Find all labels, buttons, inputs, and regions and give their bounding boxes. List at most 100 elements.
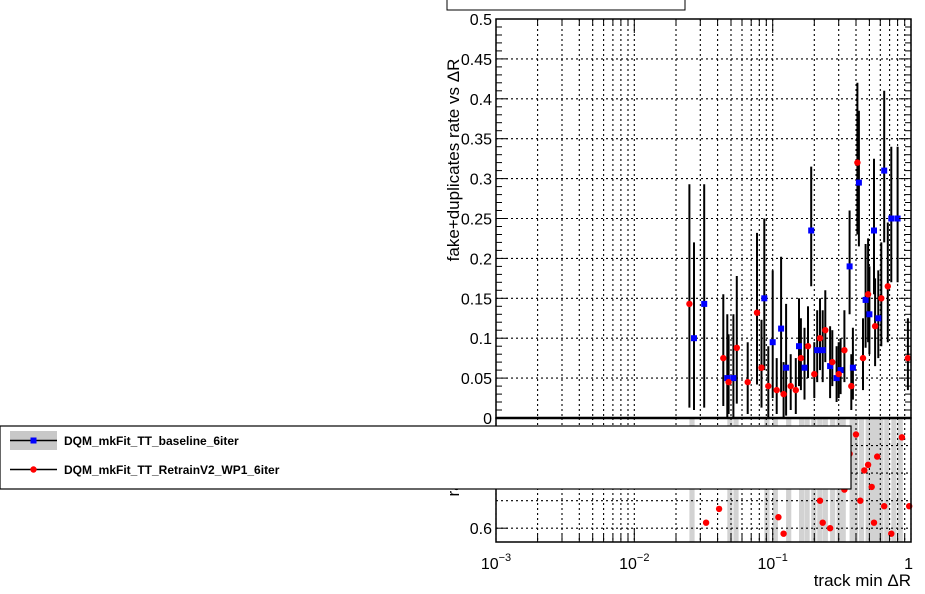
data-point-retrain	[753, 309, 761, 316]
y-tick-label: 0	[483, 411, 492, 428]
data-point-baseline	[819, 347, 826, 354]
data-point-retrain	[904, 354, 912, 362]
data-point-baseline	[875, 315, 882, 322]
title-box	[446, 0, 686, 11]
ratio-point	[715, 505, 723, 513]
data-point-retrain	[859, 354, 867, 362]
error-bars	[688, 82, 909, 418]
data-point-baseline	[691, 335, 697, 342]
ratio-band	[865, 418, 871, 542]
data-point-baseline	[833, 375, 840, 382]
data-point-retrain	[725, 378, 732, 386]
data-point-baseline	[701, 300, 708, 307]
data-point-retrain	[744, 378, 751, 386]
data-point-retrain	[720, 354, 727, 362]
data-point-retrain	[816, 335, 824, 342]
data-point-baseline	[888, 215, 895, 222]
data-point-baseline	[855, 179, 862, 186]
legend-entry-retrain: DQM_mkFit_TT_RetrainV2_WP1_6iter	[10, 463, 280, 477]
ratio-band	[884, 418, 890, 542]
data-point-retrain	[758, 364, 765, 371]
data-point-baseline	[724, 375, 731, 382]
data-point-retrain	[780, 390, 787, 398]
ratio-point	[864, 461, 872, 468]
data-point-baseline	[827, 363, 834, 370]
ratio-point	[888, 530, 895, 537]
data-point-retrain	[829, 358, 836, 366]
legend-box	[0, 425, 852, 490]
data-point-retrain	[804, 343, 812, 350]
data-point-retrain	[773, 386, 780, 394]
data-point-baseline	[846, 263, 853, 270]
data-point-baseline	[778, 325, 785, 332]
y-tick-label: 0.4	[470, 92, 492, 109]
ratio-band	[849, 418, 855, 542]
data-point-baseline	[866, 311, 873, 318]
y-tick-label: 0.5	[470, 12, 492, 29]
data-point-baseline	[862, 296, 869, 303]
data-point-retrain	[686, 300, 693, 308]
y-tick-label: 0.1	[470, 331, 492, 348]
data-point-retrain	[878, 295, 885, 302]
y-axis-title: fake+duplicates rate vs ΔR	[444, 59, 463, 262]
data-point-baseline	[849, 364, 856, 371]
x-axis-title: track min ΔR	[814, 571, 911, 590]
data-point-baseline	[881, 167, 888, 174]
ratio-point	[826, 525, 834, 532]
y-tick-label: 0.15	[461, 291, 492, 308]
data-point-baseline	[871, 227, 877, 234]
ratio-point	[819, 519, 826, 526]
data-point-baseline	[769, 339, 776, 346]
legend-label-retrain: DQM_mkFit_TT_RetrainV2_WP1_6iter	[64, 463, 280, 477]
ratio-point	[868, 483, 875, 491]
ratio-point	[852, 431, 860, 438]
ratio-point	[898, 434, 906, 441]
y-tick-label: 0.3	[470, 172, 492, 189]
y-tick-label: 0.2	[470, 251, 492, 268]
ratio-band	[869, 418, 875, 542]
ratio-point	[816, 497, 824, 504]
ratio-point	[861, 467, 868, 474]
x-tick-label: 1	[904, 556, 913, 573]
legend-marker-blue	[30, 437, 37, 444]
data-point-baseline	[761, 295, 768, 302]
legend-entry-baseline: DQM_mkFit_TT_baseline_6iter	[10, 431, 239, 450]
ratio-y-tick-label: 0.6	[470, 521, 492, 538]
data-point-baseline	[837, 367, 844, 374]
data-point-retrain	[884, 283, 891, 290]
ratio-band	[858, 418, 865, 542]
data-point-retrain	[854, 159, 861, 166]
ratio-band	[897, 418, 903, 542]
data-point-baseline	[801, 364, 808, 371]
legend-label-baseline: DQM_mkFit_TT_baseline_6iter	[64, 434, 239, 448]
ratio-band	[874, 418, 880, 542]
x-tick-label: 10−3	[481, 552, 511, 573]
y-tick-label: 0.45	[461, 52, 492, 69]
data-point-retrain	[797, 354, 805, 362]
data-point-retrain	[835, 370, 842, 378]
data-point-retrain	[733, 344, 740, 351]
x-tick-label: 10−2	[619, 552, 649, 573]
ratio-point	[870, 519, 878, 526]
ratio-point	[702, 519, 710, 526]
y-tick-label: 0.35	[461, 132, 492, 149]
data-point-baseline	[814, 347, 821, 354]
data-point-retrain	[841, 347, 848, 354]
data-point-retrain	[864, 291, 872, 298]
ratio-point	[775, 514, 782, 521]
y-tick-label: 0.05	[461, 371, 492, 388]
data-points	[686, 159, 912, 398]
ratio-band	[891, 418, 897, 542]
axis-ticks	[495, 18, 912, 542]
y-tick-label: 0.25	[461, 212, 492, 229]
data-point-retrain	[765, 382, 772, 390]
legend-marker-red	[30, 466, 37, 473]
tick-labels: 0 0.05 0.1 0.15 0.2 0.25 0.3 0.35 0.4 0.45 0.5 0.6 1…	[461, 12, 913, 573]
data-point-retrain	[848, 382, 855, 390]
ratio-band	[878, 418, 884, 542]
x-tick-label: 10−1	[758, 552, 788, 573]
data-point-retrain	[871, 323, 879, 330]
data-point-baseline	[796, 343, 802, 350]
legend: DQM_mkFit_TT_baseline_6iter DQM_mkFit_TT…	[0, 425, 852, 490]
ratio-point	[881, 503, 888, 510]
